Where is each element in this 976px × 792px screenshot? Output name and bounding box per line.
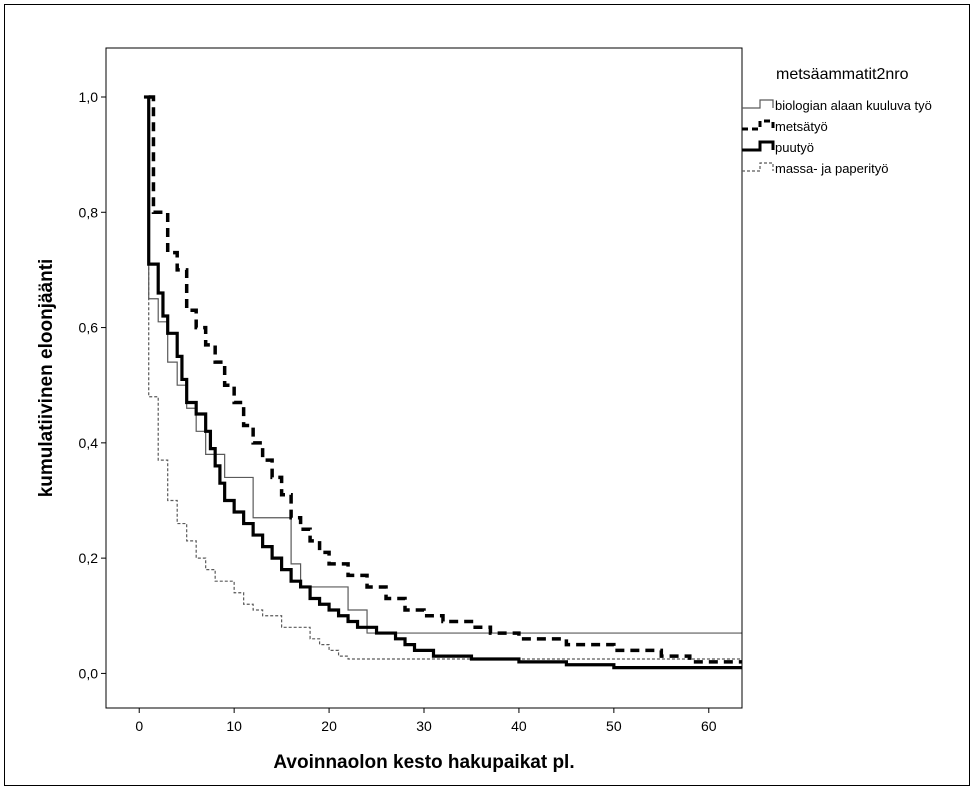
- series-line-2: [148, 95, 742, 664]
- x-tick-label: 0: [135, 718, 143, 734]
- legend-label-1: biologian alaan kuuluva työ: [775, 98, 932, 113]
- x-tick-label: 50: [606, 718, 622, 734]
- x-tick-label: 30: [416, 718, 432, 734]
- x-tick-label: 10: [226, 718, 242, 734]
- y-tick-label: 0,4: [79, 435, 99, 451]
- y-axis-title: kumulatiivinen eloonjäänti: [36, 259, 57, 498]
- legend-swatch-2: [742, 119, 775, 131]
- legend-label-4: massa- ja paperityö: [775, 161, 888, 176]
- x-tick-label: 60: [701, 718, 717, 734]
- y-tick-label: 0,8: [79, 204, 99, 220]
- x-tick-label: 20: [321, 718, 337, 734]
- legend-swatch-4: [742, 162, 774, 172]
- legend-title: metsäammatit2nro: [776, 66, 909, 83]
- y-tick-label: 0,6: [79, 320, 99, 336]
- legend-label-2: metsätyö: [775, 119, 828, 134]
- series-line-3: [143, 95, 742, 670]
- legend-swatch-1: [742, 99, 774, 109]
- axes: 0,0 0,2 0,4 0,6 0,8 1,0 0 10 20 30 40 50 60: [79, 89, 717, 734]
- y-tick-label: 1,0: [79, 89, 99, 105]
- x-axis-title: Avoinnaolon kesto hakupaikat pl.: [273, 752, 574, 773]
- y-tick-label: 0,2: [79, 550, 99, 566]
- x-tick-label: 40: [511, 718, 527, 734]
- legend: biologian alaan kuuluva työ metsätyö puuty…: [742, 98, 932, 176]
- plot-lines: [143, 95, 742, 670]
- legend-swatch-3: [742, 140, 775, 152]
- legend-label-3: puutyö: [775, 140, 814, 155]
- series-line-4: [143, 96, 742, 660]
- chart-frame: [4, 4, 970, 786]
- series-line-1: [143, 96, 742, 634]
- y-tick-label: 0,0: [79, 665, 99, 681]
